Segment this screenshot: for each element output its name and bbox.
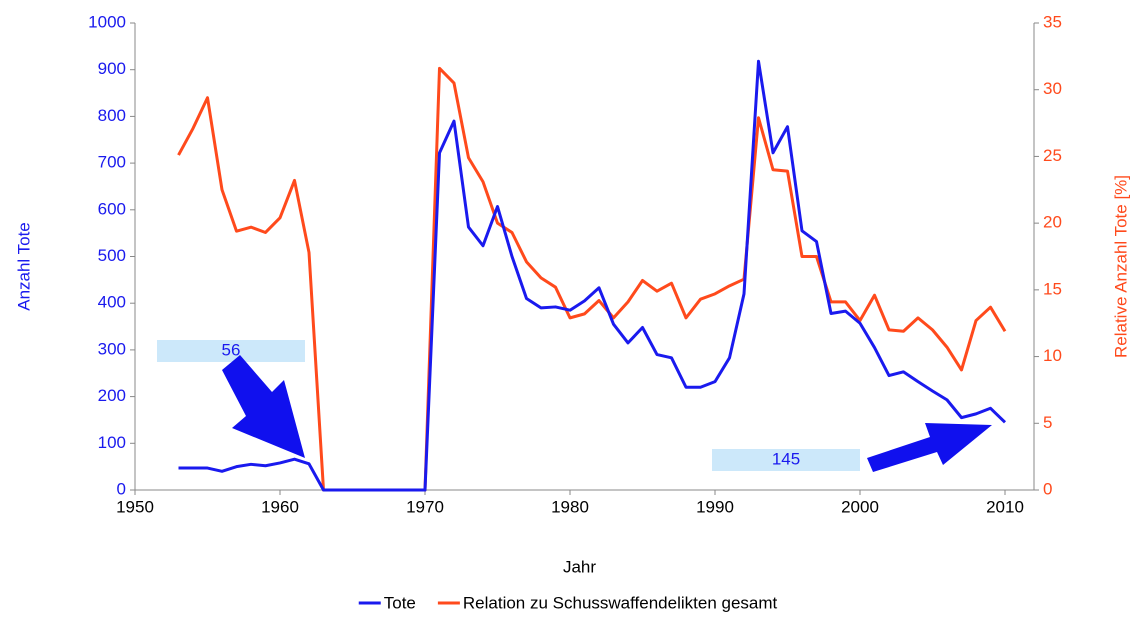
y-tick-label: 900 — [98, 59, 126, 78]
x-axis-label: Jahr — [563, 557, 596, 576]
x-tick-label: 2000 — [841, 497, 879, 516]
data-line — [177, 66, 1007, 492]
y-tick-label: 1000 — [88, 12, 126, 31]
x-tick-label: 2010 — [986, 497, 1024, 516]
y-tick-label: 600 — [98, 199, 126, 218]
y2-tick-label: 5 — [1043, 413, 1052, 432]
x-tick-label: 1980 — [551, 497, 589, 516]
x-tick-label: 1950 — [116, 497, 154, 516]
y-tick-label: 0 — [117, 479, 126, 498]
y-tick-label: 200 — [98, 386, 126, 405]
y2-tick-label: 20 — [1043, 213, 1062, 232]
arrow — [867, 423, 992, 472]
data-line — [178, 59, 1007, 492]
annotation: 145 — [772, 449, 800, 468]
y-tick-label: 700 — [98, 153, 126, 172]
arrow — [222, 355, 305, 458]
annotation-box — [157, 340, 305, 362]
y-tick-label: 100 — [98, 433, 126, 452]
legend-label: Tote — [384, 593, 416, 612]
y2-tick-label: 25 — [1043, 146, 1062, 165]
annotation-box — [712, 449, 860, 471]
y2-tick-label: 30 — [1043, 79, 1062, 98]
y-tick-label: 500 — [98, 246, 126, 265]
legend-label: Relation zu Schusswaffendelikten gesamt — [463, 593, 778, 612]
x-tick-label: 1960 — [261, 497, 299, 516]
y-tick-label: 400 — [98, 293, 126, 312]
y-tick-label: 300 — [98, 339, 126, 358]
y2-tick-label: 35 — [1043, 12, 1062, 31]
legend: Tote Relation zu Schusswaffendelikten ges… — [358, 593, 778, 612]
plot: 0 100 200 300 400 500 600 700 800 900 1000 0 5 10 15 20… — [14, 12, 1130, 612]
x-tick-label: 1970 — [406, 497, 444, 516]
y2-axis-label: Relative Anzahl Tote [%] — [1111, 175, 1130, 358]
y2-tick-label: 0 — [1043, 479, 1052, 498]
y2-tick-label: 10 — [1043, 346, 1062, 365]
y-tick-label: 800 — [98, 106, 126, 125]
y-axis-label: Anzahl Tote — [14, 222, 33, 311]
annotation: 56 — [222, 340, 241, 359]
y2-tick-label: 15 — [1043, 279, 1062, 298]
x-tick-label: 1990 — [696, 497, 734, 516]
